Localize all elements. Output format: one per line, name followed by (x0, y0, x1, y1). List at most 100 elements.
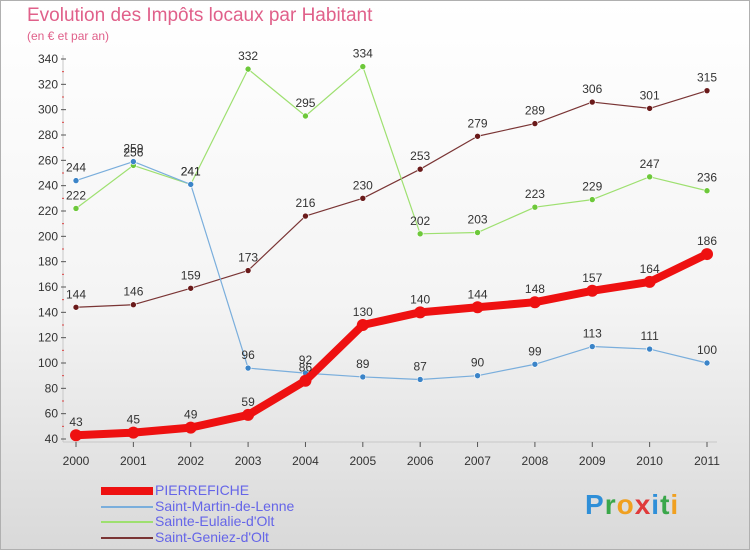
y-tick-label: 140 (38, 305, 58, 319)
series-point (359, 195, 367, 202)
series-point (299, 374, 312, 387)
logo-letter: o (616, 489, 635, 520)
legend-label: Sainte-Eulalie-d'Olt (155, 513, 275, 529)
data-label: 99 (528, 344, 542, 358)
logo-letter: r (604, 489, 617, 520)
data-label: 244 (66, 161, 86, 175)
y-tick-label: 220 (38, 204, 58, 218)
series-line (72, 250, 711, 440)
series-point (646, 105, 653, 112)
series-point (528, 296, 541, 309)
data-label: 306 (582, 82, 602, 96)
series-point (187, 284, 195, 292)
data-label: 289 (525, 104, 545, 118)
series-point (359, 373, 367, 381)
data-label: 49 (184, 408, 198, 422)
series-point (703, 87, 711, 94)
data-label: 159 (181, 268, 201, 282)
series-point (130, 158, 137, 165)
data-label: 157 (582, 271, 602, 285)
series-point (474, 372, 481, 379)
series-point (703, 187, 711, 195)
series-point (70, 429, 82, 442)
data-label: 92 (299, 353, 313, 367)
series-point (302, 112, 309, 120)
data-label: 279 (468, 116, 488, 130)
y-tick-label: 60 (45, 407, 59, 421)
data-label: 247 (640, 157, 660, 171)
series-point (244, 65, 252, 73)
proxiti-logo: Proxiti (585, 489, 679, 521)
data-label: 256 (123, 145, 143, 159)
y-tick-label: 260 (38, 153, 58, 167)
series-point (414, 306, 427, 319)
x-tick-label: 2006 (407, 454, 434, 468)
data-label: 111 (641, 329, 660, 343)
logo-letter: P (585, 489, 605, 520)
series-point (703, 359, 711, 367)
legend-swatch (101, 521, 153, 523)
y-tick-label: 320 (38, 77, 58, 91)
series-point (416, 376, 424, 383)
y-tick-label: 120 (38, 331, 58, 345)
data-label: 186 (697, 234, 717, 248)
series-point (127, 426, 140, 439)
series-point (356, 319, 369, 331)
data-label: 130 (353, 305, 373, 319)
data-label: 173 (238, 251, 258, 265)
data-label: 334 (353, 47, 373, 61)
series-point (72, 177, 80, 184)
y-tick-label: 340 (38, 52, 58, 66)
x-tick-label: 2001 (120, 454, 147, 468)
series-point (531, 203, 539, 211)
data-label: 43 (69, 415, 83, 429)
x-tick-label: 2003 (235, 454, 262, 468)
data-label: 144 (66, 287, 86, 301)
chart-title: Evolution des Impôts locaux par Habitant (27, 5, 373, 26)
data-label: 259 (123, 142, 143, 156)
y-tick-label: 200 (38, 229, 58, 243)
data-label: 315 (697, 71, 717, 85)
data-label: 236 (697, 171, 717, 185)
data-label: 229 (582, 180, 602, 194)
x-tick-label: 2011 (694, 454, 720, 468)
y-tick-label: 100 (38, 356, 58, 370)
series-point (643, 275, 656, 288)
y-tick-label: 160 (38, 280, 58, 294)
series-point (72, 205, 80, 212)
y-tick-label: 280 (38, 128, 58, 142)
x-tick-label: 2000 (63, 454, 90, 468)
series-point (416, 165, 424, 173)
series-point (586, 284, 599, 297)
data-label: 100 (697, 343, 717, 357)
series-point (588, 196, 596, 203)
data-label: 301 (640, 88, 660, 102)
series-point (471, 301, 484, 314)
data-label: 89 (356, 357, 370, 371)
series-point (588, 343, 596, 350)
series-point (359, 63, 367, 70)
legend-label: Saint-Martin-de-Lenne (155, 497, 295, 514)
series-point (302, 212, 309, 220)
series-point (474, 132, 481, 140)
legend-swatch (101, 487, 153, 495)
data-label: 113 (583, 327, 602, 341)
series-point (588, 98, 596, 106)
y-tick-label: 40 (45, 432, 59, 446)
data-label: 146 (123, 285, 143, 299)
series-point (531, 120, 539, 127)
data-label: 253 (410, 149, 430, 163)
data-label: 96 (241, 348, 255, 362)
data-label: 222 (66, 188, 86, 202)
chart-subtitle: (en € et par an) (27, 29, 110, 43)
y-tick-label: 300 (38, 103, 58, 117)
x-tick-label: 2002 (177, 454, 204, 468)
series-point (72, 303, 80, 311)
series-point (242, 408, 255, 421)
legend-swatch (101, 536, 153, 539)
data-label: 295 (295, 96, 315, 110)
data-label: 241 (181, 164, 201, 178)
data-label: 45 (127, 413, 141, 427)
